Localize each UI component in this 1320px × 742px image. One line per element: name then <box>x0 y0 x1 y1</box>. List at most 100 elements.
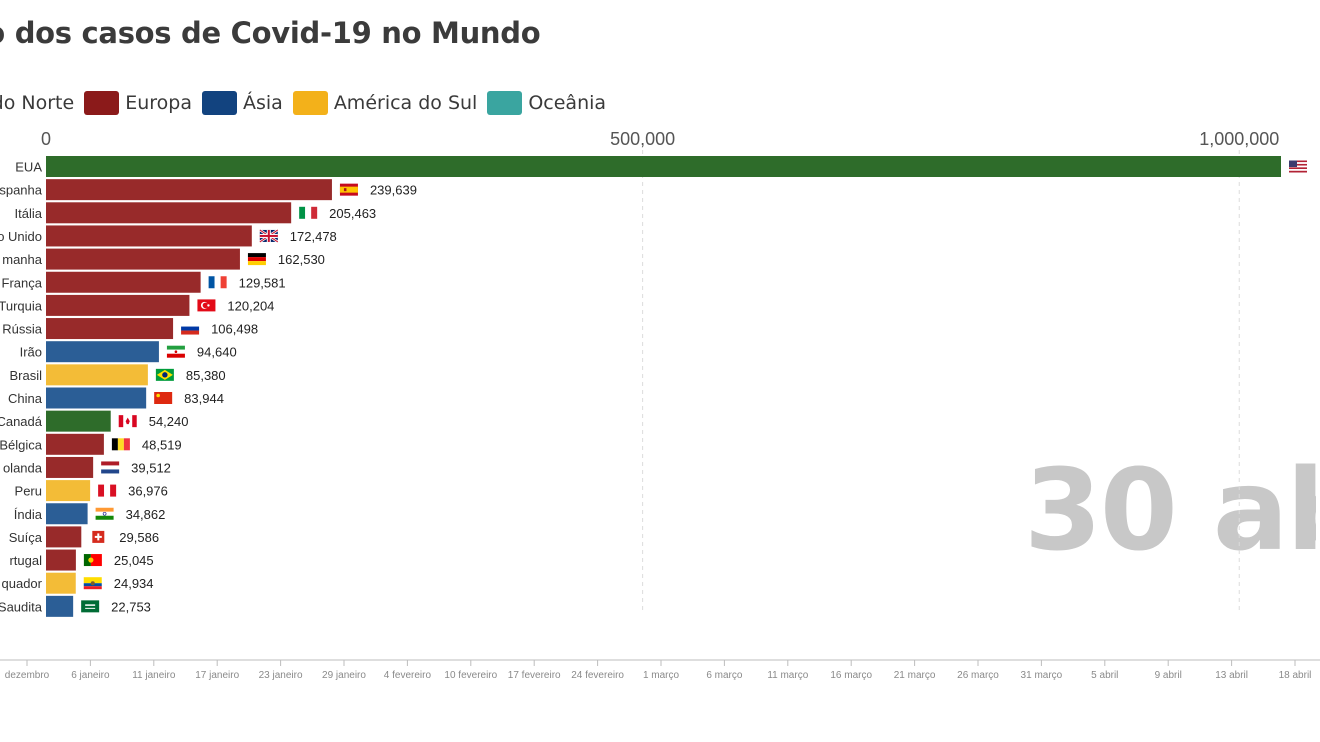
category-label: Peru <box>15 484 42 499</box>
legend: a do Norte Europa Ásia América do Sul Oc… <box>0 88 616 118</box>
value-label: 83,944 <box>184 391 224 406</box>
timeline-label: 31 março <box>1021 670 1063 681</box>
flag-gb-icon <box>259 228 279 243</box>
value-label: 162,530 <box>278 252 325 267</box>
flag-nl-icon <box>101 461 120 474</box>
flag-tr-icon <box>197 299 216 312</box>
category-label: Turquia <box>0 298 43 313</box>
legend-swatch <box>292 91 328 115</box>
flag-pt-icon <box>83 554 102 567</box>
legend-item-asia[interactable]: Ásia <box>201 91 283 115</box>
value-label: 39,512 <box>131 460 171 475</box>
timeline-label: 26 março <box>957 670 999 681</box>
timeline-label: 29 janeiro <box>322 670 366 681</box>
legend-label: Ásia <box>242 92 283 114</box>
value-label: 24,934 <box>114 576 154 591</box>
category-label: olanda <box>3 460 43 475</box>
bar <box>46 202 292 224</box>
bar <box>46 271 201 293</box>
flag-it-icon <box>299 206 318 219</box>
timeline-label: 9 abril <box>1155 670 1182 681</box>
x-tick-label: 500,000 <box>610 129 675 149</box>
timeline-label: 21 março <box>894 670 936 681</box>
legend-item-europe[interactable]: Europa <box>84 91 192 115</box>
category-label: Rússia <box>2 322 43 337</box>
value-label: 106,498 <box>211 322 258 337</box>
flag-br-icon <box>155 368 174 381</box>
bar <box>46 364 148 386</box>
timeline-label: 23 janeiro <box>259 670 303 681</box>
legend-item-south-america[interactable]: América do Sul <box>292 91 478 115</box>
legend-label: a do Norte <box>0 92 75 114</box>
timeline-label: 6 março <box>706 670 743 681</box>
value-label: 54,240 <box>149 414 189 429</box>
category-label: EUA <box>15 160 42 175</box>
value-label: 94,640 <box>197 345 237 360</box>
timeline-label: 13 abril <box>1215 670 1248 681</box>
value-label: 129,581 <box>239 275 286 290</box>
category-label: Canadá <box>0 414 43 429</box>
flag-ir-icon <box>166 345 185 358</box>
category-label: spanha <box>0 183 43 198</box>
flag-ru-icon <box>181 322 200 335</box>
legend-swatch <box>84 91 120 115</box>
legend-label: América do Sul <box>333 92 478 114</box>
value-label: 22,753 <box>111 599 151 614</box>
bar <box>46 156 1281 177</box>
chart-title: ão dos casos de Covid-19 no Mundo <box>0 16 541 50</box>
legend-label: Oceânia <box>528 92 607 114</box>
timeline-label: 6 janeiro <box>71 670 110 681</box>
bar <box>46 248 240 270</box>
bar <box>46 503 88 525</box>
timeline-label: 17 janeiro <box>195 670 239 681</box>
bar <box>46 179 332 201</box>
bar <box>46 480 91 502</box>
value-label: 48,519 <box>142 437 182 452</box>
timeline-label: 10 fevereiro <box>444 670 497 681</box>
bar <box>46 456 94 478</box>
flag-pe-icon <box>98 484 117 497</box>
value-label: 25,045 <box>114 553 154 568</box>
value-label: 34,862 <box>126 507 166 522</box>
value-label: 205,463 <box>329 206 376 221</box>
bar <box>46 225 252 247</box>
category-label: Suíça <box>9 530 43 545</box>
bar <box>46 318 174 340</box>
value-label: 85,380 <box>186 368 226 383</box>
timeline-label: 5 abril <box>1091 670 1118 681</box>
category-label: rtugal <box>9 553 42 568</box>
bar <box>46 595 74 617</box>
value-label: 239,639 <box>370 183 417 198</box>
timeline-label: 11 janeiro <box>132 670 176 681</box>
bar <box>46 433 104 455</box>
flag-ec-icon <box>83 577 102 590</box>
category-label: manha <box>2 252 43 267</box>
bar <box>46 341 159 363</box>
timeline-label: 11 março <box>767 670 808 681</box>
flag-de-icon <box>247 253 266 266</box>
category-label: Brasil <box>9 368 42 383</box>
value-label: 172,478 <box>290 229 337 244</box>
flag-fr-icon <box>208 276 227 289</box>
current-date-label: 30 ab <box>1024 446 1316 576</box>
category-label: França <box>2 275 43 290</box>
value-label: 29,586 <box>119 530 159 545</box>
category-label: China <box>8 391 43 406</box>
legend-swatch <box>201 91 237 115</box>
bar <box>46 294 190 316</box>
category-label: o Unido <box>0 229 42 244</box>
category-label: Itália <box>15 206 43 221</box>
legend-label: Europa <box>125 92 192 114</box>
legend-item-north-america[interactable]: a do Norte <box>0 92 74 114</box>
bar <box>46 387 147 409</box>
category-label: Saudita <box>0 599 43 614</box>
flag-us-icon <box>1289 160 1307 173</box>
legend-swatch <box>487 91 523 115</box>
timeline-label: dezembro <box>5 670 50 681</box>
x-tick-label: 0 <box>41 129 51 149</box>
timeline-label: 1 março <box>643 670 680 681</box>
legend-item-oceania[interactable]: Oceânia <box>487 91 606 115</box>
category-label: Bélgica <box>0 437 43 452</box>
flag-be-icon <box>111 438 130 451</box>
